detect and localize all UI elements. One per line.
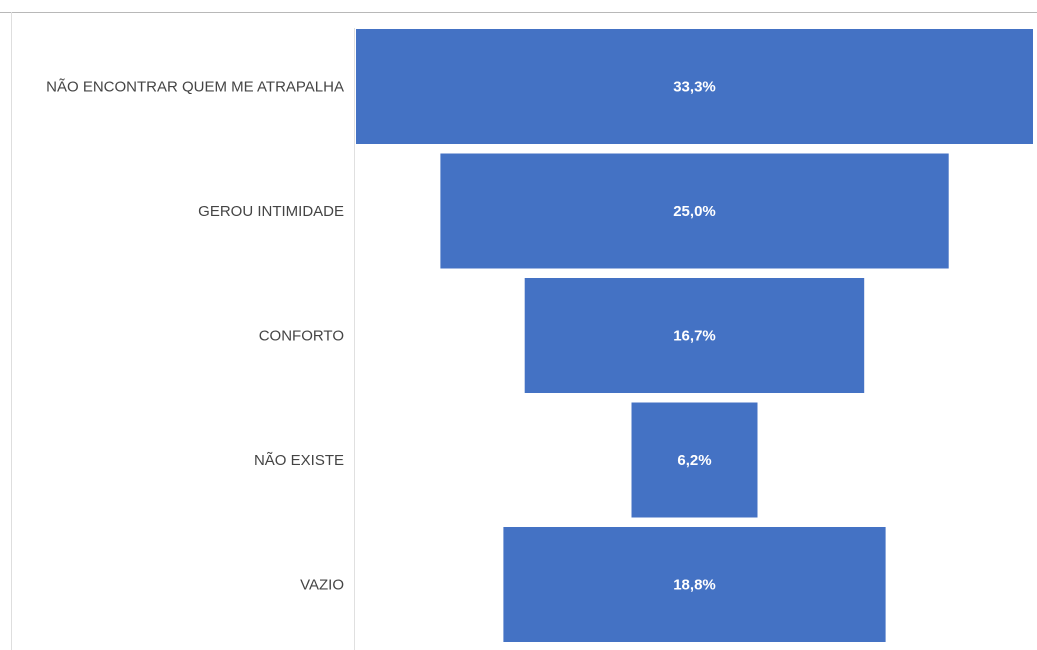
category-label: VAZIO	[300, 577, 344, 594]
value-label: 16,7%	[673, 328, 716, 345]
funnel-bar	[631, 402, 758, 518]
value-label: 33,3%	[673, 79, 716, 96]
category-label: NÃO ENCONTRAR QUEM ME ATRAPALHA	[46, 79, 344, 96]
funnel-bar	[503, 527, 886, 642]
category-label: NÃO EXISTE	[254, 452, 344, 469]
funnel-bar	[440, 153, 949, 269]
value-label: 6,2%	[677, 452, 711, 469]
top-border	[0, 12, 1037, 13]
left-border	[11, 12, 12, 650]
funnel-bar	[524, 278, 865, 393]
category-label: GEROU INTIMIDADE	[198, 203, 344, 220]
category-axis-line	[354, 28, 355, 650]
value-label: 25,0%	[673, 203, 716, 220]
category-label: CONFORTO	[259, 328, 344, 345]
value-label: 18,8%	[673, 577, 716, 594]
funnel-bar	[356, 29, 1033, 144]
